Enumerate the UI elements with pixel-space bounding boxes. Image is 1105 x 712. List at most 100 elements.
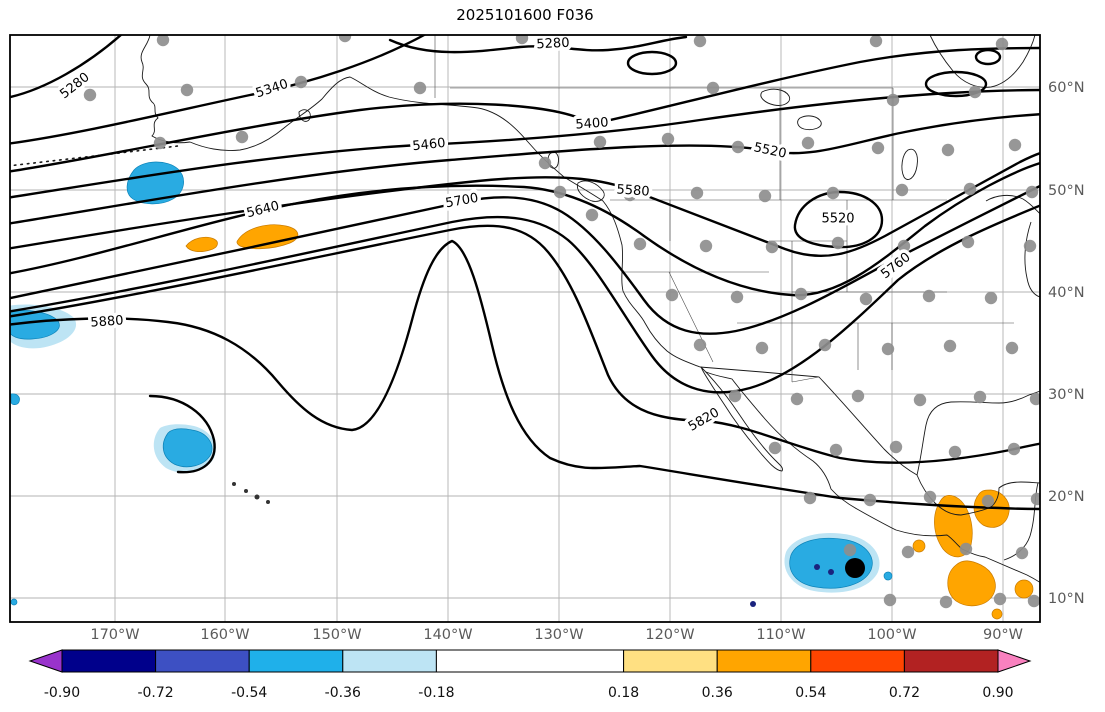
station-dot: [939, 595, 953, 609]
station-dot: [665, 288, 679, 302]
negative-anomaly-core: [828, 569, 834, 575]
station-dot: [968, 85, 982, 99]
colorbar-segment: [623, 649, 718, 673]
contour-label: 5820: [686, 405, 722, 435]
negative-anomaly-patch: [10, 598, 18, 606]
station-dot: [730, 290, 744, 304]
positive-anomaly-patch: [947, 560, 996, 607]
station-dot: [995, 37, 1009, 51]
colorbar-under-arrow: [28, 649, 63, 673]
station-dot: [959, 542, 973, 556]
colorbar-segment: [342, 649, 437, 673]
station-dot: [829, 443, 843, 457]
station-dot: [993, 592, 1007, 606]
contour-5880: [10, 239, 1040, 511]
latitude-tick-labels: 60°N 50°N 40°N 30°N 20°N 10°N: [1048, 80, 1085, 607]
station-dot: [831, 236, 845, 250]
negative-anomaly-patch: [126, 161, 184, 205]
negative-anomaly-patch: [162, 428, 213, 468]
station-dot: [1025, 185, 1039, 199]
station-dot: [1008, 138, 1022, 152]
hawaii-island: [266, 500, 270, 504]
station-dot: [889, 440, 903, 454]
station-dot: [794, 287, 808, 301]
station-dot: [897, 239, 911, 253]
station-dot: [1007, 442, 1021, 456]
hawaii-island: [254, 494, 260, 500]
y-tick-label: 60°N: [1048, 80, 1085, 96]
x-tick-label: 90°W: [983, 627, 1023, 643]
x-tick-label: 100°W: [867, 627, 916, 643]
positive-anomaly-patch: [236, 224, 299, 250]
contour-hawaii-cell: [148, 394, 216, 474]
station-dot: [818, 338, 832, 352]
station-dot: [728, 389, 742, 403]
y-tick-label: 10°N: [1048, 591, 1085, 607]
colorbar-segment: [248, 649, 344, 673]
station-dot: [922, 289, 936, 303]
station-dot: [881, 342, 895, 356]
colorbar-tick-label: -0.54: [231, 685, 267, 701]
contour-5520: [10, 113, 1040, 225]
station-dot: [1023, 239, 1037, 253]
station-dot: [693, 35, 707, 48]
gridlines: [10, 35, 1040, 622]
colorbar-tick-label: -0.18: [418, 685, 454, 701]
station-dot: [883, 593, 897, 607]
station-dot: [338, 35, 352, 43]
positive-anomaly-patch: [1014, 579, 1034, 599]
station-dot: [913, 393, 927, 407]
contour-label: 5520: [821, 212, 854, 227]
contour-5820: [10, 224, 1040, 464]
colorbar-tick-label: 0.18: [608, 685, 639, 701]
station-dot: [859, 292, 873, 306]
hawaii-island: [244, 489, 248, 493]
station-dot: [843, 543, 857, 557]
station-dot: [731, 140, 745, 154]
height-contours: [10, 35, 1040, 511]
positive-anomaly-patch: [185, 236, 218, 252]
station-dot: [515, 35, 529, 45]
colorbar-segment: [155, 649, 250, 673]
colorbar-tick-label: 0.36: [702, 685, 733, 701]
contour-label: 5580: [616, 182, 650, 199]
station-dot: [294, 75, 308, 89]
positive-anomaly-patch: [991, 608, 1003, 620]
station-dot: [153, 136, 167, 150]
station-dot: [1015, 546, 1029, 560]
station-dot: [923, 490, 937, 504]
positive-anomaly-patch: [912, 539, 926, 553]
y-tick-label: 40°N: [1048, 285, 1085, 301]
y-tick-label: 30°N: [1048, 387, 1085, 403]
negative-anomaly-patch: [10, 393, 20, 405]
contour-label: 5760: [878, 250, 913, 282]
map-frame: [9, 34, 1041, 623]
station-dot: [863, 493, 877, 507]
station-dot: [871, 141, 885, 155]
colorbar-tick-label: 0.54: [795, 685, 826, 701]
contour-label: 5520: [752, 140, 787, 162]
y-tick-label: 20°N: [1048, 489, 1085, 505]
station-dot: [901, 545, 915, 559]
station-dot: [803, 491, 817, 505]
station-dot: [943, 339, 957, 353]
station-dot: [633, 237, 647, 251]
station-dot: [758, 189, 772, 203]
station-markers: [83, 35, 1040, 609]
station-dot: [869, 35, 883, 48]
colorbar-tick-label: -0.90: [44, 685, 80, 701]
contour-label: 5880: [90, 313, 124, 330]
station-dot: [706, 81, 720, 95]
colorbar-segment: [435, 649, 625, 673]
positive-anomaly-patch: [934, 495, 973, 558]
station-dot: [963, 182, 977, 196]
station-dot: [826, 186, 840, 200]
contour-5400: [10, 46, 1040, 173]
contour-5460: [10, 88, 1040, 199]
station-dot: [1027, 594, 1040, 608]
station-dot: [851, 389, 865, 403]
contour-label: 5700: [444, 191, 479, 212]
y-tick-label: 50°N: [1048, 183, 1085, 199]
station-dot: [83, 88, 97, 102]
x-tick-label: 140°W: [423, 627, 472, 643]
